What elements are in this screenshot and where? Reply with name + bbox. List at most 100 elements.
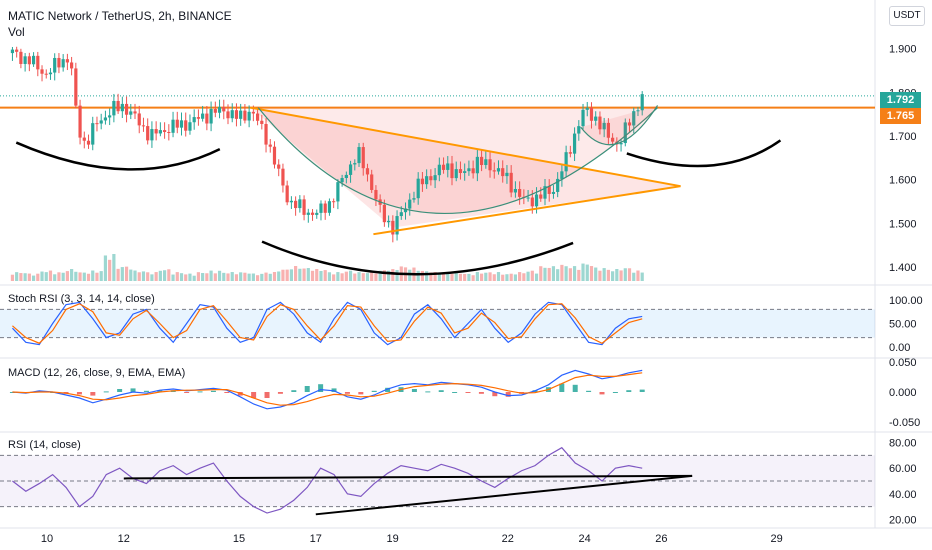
candle-body (124, 103, 129, 115)
volume-bar (57, 272, 61, 281)
candle-body (108, 115, 112, 118)
candle-body (201, 113, 205, 119)
price-tick-label: 1.900 (889, 44, 917, 56)
volume-bar (344, 271, 348, 281)
volume-bar (154, 272, 158, 281)
candle-body (167, 131, 171, 133)
candle-body (36, 55, 40, 70)
volume-bar (179, 273, 184, 281)
volume-bar (492, 274, 496, 281)
candle-body (306, 212, 310, 215)
macd-histogram-bar (572, 384, 578, 392)
candle-body (458, 169, 463, 174)
candle-body (196, 117, 201, 119)
macd-histogram-bar (465, 392, 471, 393)
macd-tick-label: -0.050 (889, 417, 920, 429)
volume-bar (454, 272, 458, 281)
volume-bar (594, 267, 598, 281)
candle-body (48, 72, 53, 75)
candle-body (239, 110, 243, 119)
volume-bar (522, 273, 526, 281)
candle-body (602, 122, 606, 130)
price-tick-label: 1.400 (889, 262, 917, 274)
price-tick-label: 1.500 (889, 218, 917, 230)
volume-bar (213, 273, 217, 281)
volume-bar (395, 269, 399, 281)
candle-body (492, 170, 496, 172)
volume-bar (281, 269, 285, 281)
rsi-label[interactable]: RSI (14, close) (8, 439, 81, 451)
candle-body (230, 110, 234, 119)
volume-bar (619, 270, 623, 281)
macd-label[interactable]: MACD (12, 26, close, 9, EMA, EMA) (8, 367, 186, 379)
volume-bar (209, 270, 213, 281)
candle-body (234, 110, 239, 119)
candle-body (217, 106, 222, 113)
candle-body (103, 117, 108, 121)
candle-body (302, 199, 306, 215)
chart-title: MATIC Network / TetherUS, 2h, BINANCE (8, 9, 232, 23)
candle-body (636, 110, 640, 112)
candle-body (61, 59, 65, 68)
candle-body (44, 73, 48, 75)
macd-histogram-bar (438, 390, 444, 392)
rsi-line (12, 446, 643, 514)
candle-body (429, 176, 433, 181)
volume-bar (636, 270, 640, 281)
volume-bar (505, 274, 509, 281)
macd-histogram-bar (318, 384, 324, 392)
volume-bar (53, 274, 57, 281)
volume-bar (568, 268, 572, 281)
volume-bar (310, 270, 315, 281)
date-tick-label: 19 (386, 533, 398, 545)
stoch-tick-label: 50.00 (889, 319, 917, 331)
rsi-tick-label: 20.00 (889, 514, 917, 526)
candle-body (281, 168, 285, 186)
candle-body (133, 111, 137, 114)
volume-bar (370, 270, 374, 281)
volume-bar (387, 270, 391, 281)
volume-bar (268, 273, 272, 281)
volume-bar (91, 270, 95, 281)
candle-body (154, 129, 158, 134)
volume-bar (640, 272, 644, 281)
candle-body (86, 140, 91, 145)
volume-bar (162, 270, 167, 281)
volume-bar (294, 266, 298, 281)
candle-body (505, 172, 509, 177)
volume-bar (260, 273, 264, 281)
volume-bar (598, 270, 602, 281)
candle-body (91, 123, 95, 145)
candle-body (488, 159, 492, 171)
volume-bar (48, 270, 53, 281)
candle-body (543, 186, 547, 199)
cup-handle-curve (580, 105, 659, 146)
volume-bar (627, 268, 632, 281)
right-shoulder-arc (626, 139, 782, 168)
currency-button[interactable]: USDT (889, 6, 925, 26)
stoch-tick-label: 0.00 (889, 342, 910, 354)
volume-bar (192, 275, 196, 281)
candle-body (82, 137, 86, 141)
candle-body (539, 194, 543, 199)
volume-bar (425, 271, 429, 281)
macd-histogram-bar (599, 392, 605, 395)
volume-bar (361, 273, 365, 281)
candle-body (255, 113, 260, 121)
macd-histogram-bar (103, 391, 109, 393)
macd-histogram-bar (344, 392, 350, 394)
candle-body (192, 117, 196, 123)
candle-body (387, 220, 391, 223)
candle-body (467, 168, 471, 172)
volume-bar (264, 272, 268, 281)
volume-bar (188, 273, 192, 281)
rsi-resistance-trendline (123, 474, 693, 480)
volume-bar (146, 272, 150, 281)
macd-histogram-bar (117, 389, 123, 392)
candle-body (260, 120, 264, 124)
candle-body (272, 146, 277, 165)
macd-histogram-bar (277, 392, 283, 394)
stoch-rsi-label[interactable]: Stoch RSI (3, 3, 14, 14, close) (8, 293, 155, 305)
volume-bar (484, 272, 488, 281)
